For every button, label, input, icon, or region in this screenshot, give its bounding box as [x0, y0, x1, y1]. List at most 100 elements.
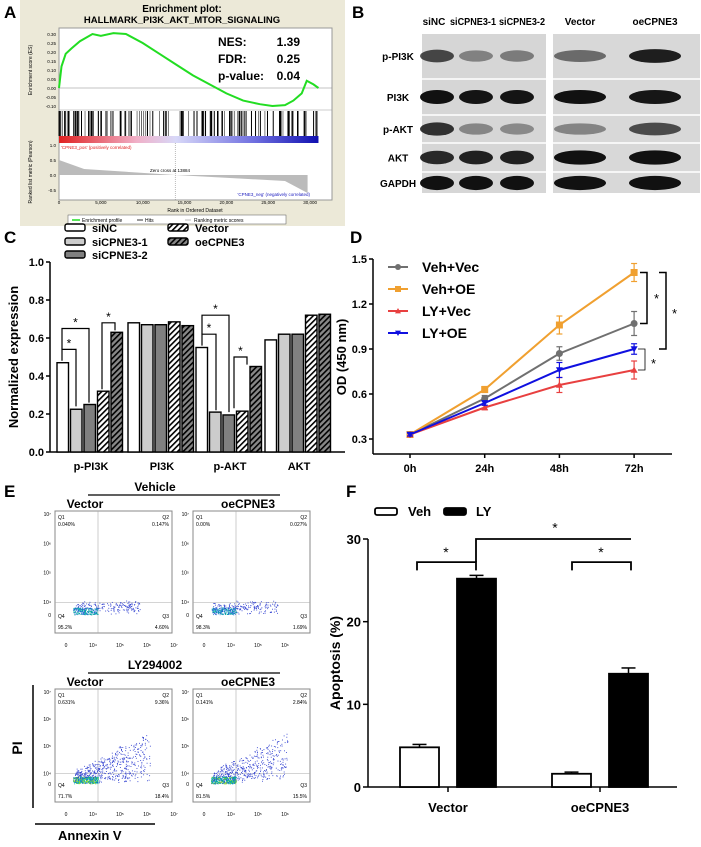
event-dot: [230, 780, 232, 782]
event-dot: [219, 612, 221, 614]
event-dot: [266, 773, 268, 775]
event-dot: [128, 605, 130, 607]
event-dot: [78, 781, 80, 783]
event-dot: [95, 610, 97, 612]
event-dot: [214, 774, 216, 776]
event-dot: [110, 609, 112, 611]
event-dot: [211, 782, 213, 784]
event-dot: [84, 777, 86, 779]
marker: [406, 431, 414, 438]
event-dot: [81, 607, 83, 609]
event-dot: [96, 771, 98, 773]
event-dot: [83, 611, 85, 613]
event-dot: [102, 603, 104, 605]
event-dot: [277, 747, 279, 749]
event-dot: [103, 603, 105, 605]
event-dot: [229, 612, 231, 614]
event-dot: [219, 776, 221, 778]
event-dot: [215, 781, 216, 783]
event-dot: [146, 735, 148, 737]
event-dot: [90, 779, 92, 781]
event-dot: [87, 780, 89, 782]
chart-title: Enrichment plot:: [142, 4, 221, 15]
event-dot: [230, 767, 232, 769]
marker: [481, 386, 489, 393]
ranking-metric-area: [59, 160, 308, 193]
event-dot: [269, 751, 271, 753]
event-dot: [82, 777, 84, 779]
x-tick-label: 20,000: [220, 200, 234, 205]
event-dot: [78, 770, 80, 772]
panel-letter-f: F: [346, 482, 356, 501]
event-dot: [254, 777, 256, 778]
event-dot: [86, 779, 87, 781]
event-dot: [229, 612, 230, 614]
event-dot: [142, 740, 144, 741]
event-dot: [249, 607, 251, 608]
event-dot: [224, 777, 226, 779]
event-dot: [275, 754, 277, 756]
event-dot: [251, 769, 253, 771]
y-tick-label: 10⁷: [182, 512, 190, 518]
event-dot: [265, 776, 267, 778]
event-dot: [237, 777, 239, 779]
event-dot: [130, 772, 132, 774]
event-dot: [232, 782, 233, 784]
event-dot: [243, 778, 245, 780]
event-dot: [212, 781, 214, 783]
y-tick-label: 10⁷: [44, 512, 52, 518]
event-dot: [282, 775, 284, 777]
event-dot: [116, 757, 118, 759]
event-dot: [231, 776, 233, 778]
event-dot: [233, 609, 235, 611]
event-dot: [218, 608, 220, 610]
event-dot: [214, 609, 216, 611]
event-dot: [94, 777, 96, 779]
event-dot: [83, 775, 85, 777]
event-dot: [94, 775, 96, 777]
significance-star: *: [552, 519, 558, 535]
event-dot: [256, 749, 258, 751]
event-dot: [88, 764, 90, 766]
event-dot: [234, 603, 236, 605]
event-dot: [136, 753, 138, 755]
event-dot: [78, 607, 80, 609]
event-dot: [286, 757, 288, 759]
event-dot: [127, 773, 129, 775]
event-dot: [230, 775, 232, 776]
event-dot: [135, 753, 137, 755]
event-dot: [239, 769, 241, 771]
event-dot: [140, 747, 142, 748]
event-dot: [95, 608, 97, 610]
bar-siNC: [264, 339, 278, 453]
event-dot: [270, 612, 272, 613]
event-dot: [237, 601, 239, 603]
event-dot: [116, 770, 118, 772]
nes-label: NES:: [218, 35, 247, 49]
event-dot: [279, 770, 281, 771]
event-dot: [216, 610, 218, 612]
event-dot: [226, 768, 228, 770]
event-dot: [220, 609, 222, 611]
quadrant-value-q4: 95.2%: [58, 625, 73, 631]
event-dot: [84, 780, 86, 782]
event-dot: [81, 782, 83, 784]
x-tick-label: 25,000: [261, 200, 275, 205]
event-dot: [263, 776, 265, 778]
event-dot: [262, 759, 264, 761]
event-dot: [219, 782, 221, 784]
event-dot: [81, 781, 83, 783]
event-dot: [126, 766, 128, 768]
event-dot: [263, 612, 265, 614]
event-dot: [127, 752, 129, 754]
quadrant-name: Q2: [300, 693, 307, 699]
event-dot: [226, 776, 228, 778]
event-dot: [102, 772, 104, 774]
event-dot: [126, 605, 128, 607]
event-dot: [75, 608, 77, 610]
event-dot: [76, 777, 78, 778]
event-dot: [214, 608, 216, 609]
quadrant-value-q2: 0.147%: [152, 522, 170, 528]
event-dot: [279, 760, 281, 762]
flow-plot-frame: [192, 510, 311, 634]
